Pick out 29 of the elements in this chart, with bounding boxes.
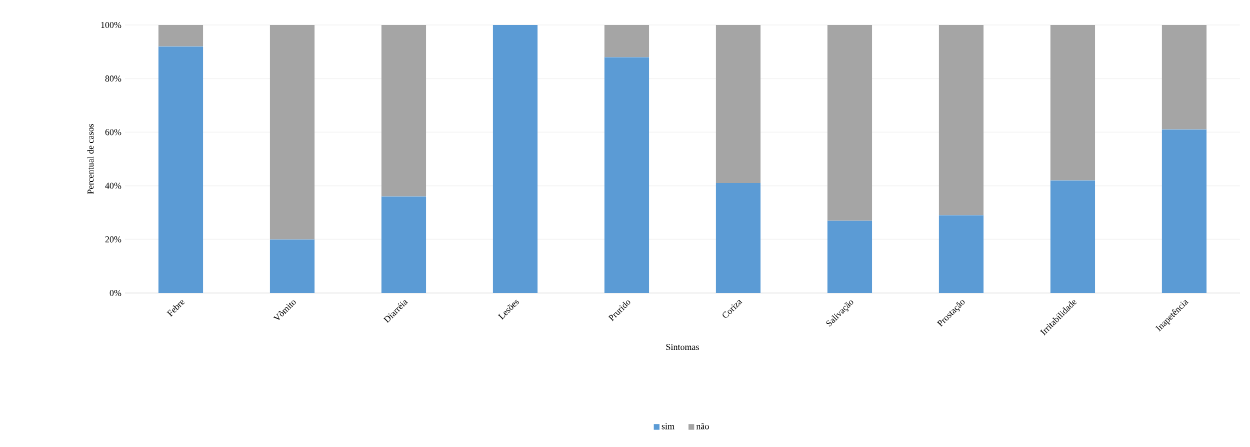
bar <box>269 239 315 293</box>
x-axis-title: Sintomas <box>666 343 699 350</box>
bar <box>827 220 873 293</box>
bar <box>269 25 315 240</box>
bar <box>604 57 650 293</box>
y-tick-label: 60% <box>105 129 122 136</box>
bar <box>715 25 761 184</box>
bar <box>381 25 427 197</box>
bar <box>1161 129 1207 293</box>
y-tick-label: 20% <box>105 236 122 243</box>
bar <box>158 25 204 47</box>
bar <box>158 46 204 293</box>
bar <box>1161 25 1207 130</box>
y-tick-label: 0% <box>109 289 122 297</box>
bar <box>1050 180 1096 293</box>
legend-label: sim <box>661 423 675 430</box>
bar <box>938 215 984 293</box>
y-tick-label: 100% <box>101 21 122 29</box>
bar <box>604 25 650 58</box>
bar <box>715 183 761 293</box>
bar <box>1050 25 1096 181</box>
y-axis-title: Percentual de casos <box>87 124 94 194</box>
legend-label: não <box>696 423 709 430</box>
bar <box>938 25 984 216</box>
y-tick-label: 80% <box>105 75 122 82</box>
y-tick-label: 40% <box>105 182 122 189</box>
bar <box>492 25 538 293</box>
bar <box>827 25 873 221</box>
bar <box>381 196 427 293</box>
